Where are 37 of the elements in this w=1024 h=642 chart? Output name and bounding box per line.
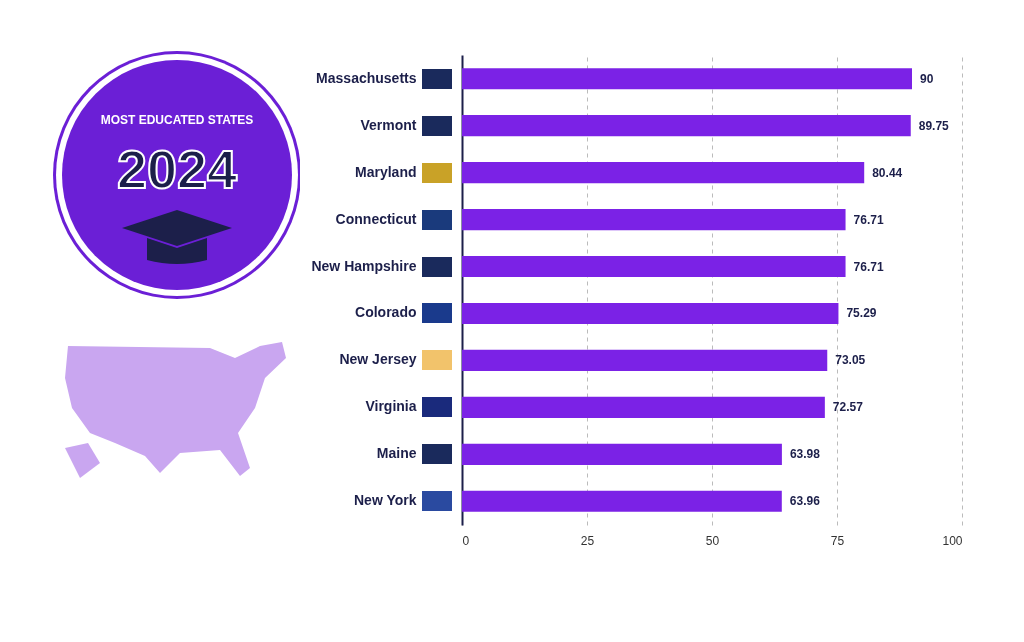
x-tick-label: 0 [462, 533, 470, 548]
bar [462, 349, 828, 371]
y-tick-label: Connecticut [335, 210, 417, 227]
bar [462, 302, 839, 325]
text: 2024 [115, 138, 239, 200]
y-tick-label: Vermont [360, 116, 417, 133]
y-tick-label: Massachusetts [316, 69, 417, 86]
data-label: 63.96 [789, 494, 821, 509]
y-tick-label: New Jersey [339, 351, 417, 368]
bar [462, 490, 782, 512]
bar [462, 443, 782, 465]
x-tick-label: 75 [830, 533, 845, 548]
data-label: 89.75 [918, 118, 950, 133]
y-tick-label: Maryland [355, 163, 417, 180]
data-label: 75.29 [846, 306, 877, 321]
y-tick-label: Virginia [365, 398, 417, 415]
data-label: 90 [920, 71, 934, 86]
data-label: 80.44 [872, 165, 903, 180]
x-tick-label: 25 [580, 533, 595, 548]
x-tick-label: 100 [942, 533, 963, 548]
data-label: 63.98 [789, 447, 821, 462]
y-tick-label: New Hampshire [311, 257, 417, 274]
bar [462, 162, 865, 184]
data-label: 76.71 [853, 259, 884, 274]
bar [462, 255, 846, 278]
bar [462, 396, 825, 418]
x-tick-label: 50 [705, 533, 720, 548]
data-label: 76.71 [853, 212, 884, 227]
y-tick-label: Maine [376, 445, 417, 462]
data-label: 73.05 [835, 353, 866, 368]
y-tick-label: Colorado [355, 304, 417, 321]
bar [462, 68, 912, 90]
y-tick-label: New York [353, 492, 417, 509]
data-label: 72.57 [832, 400, 864, 415]
text: MOST EDUCATED STATES [99, 112, 255, 129]
bar [462, 115, 911, 137]
bar [462, 209, 846, 231]
